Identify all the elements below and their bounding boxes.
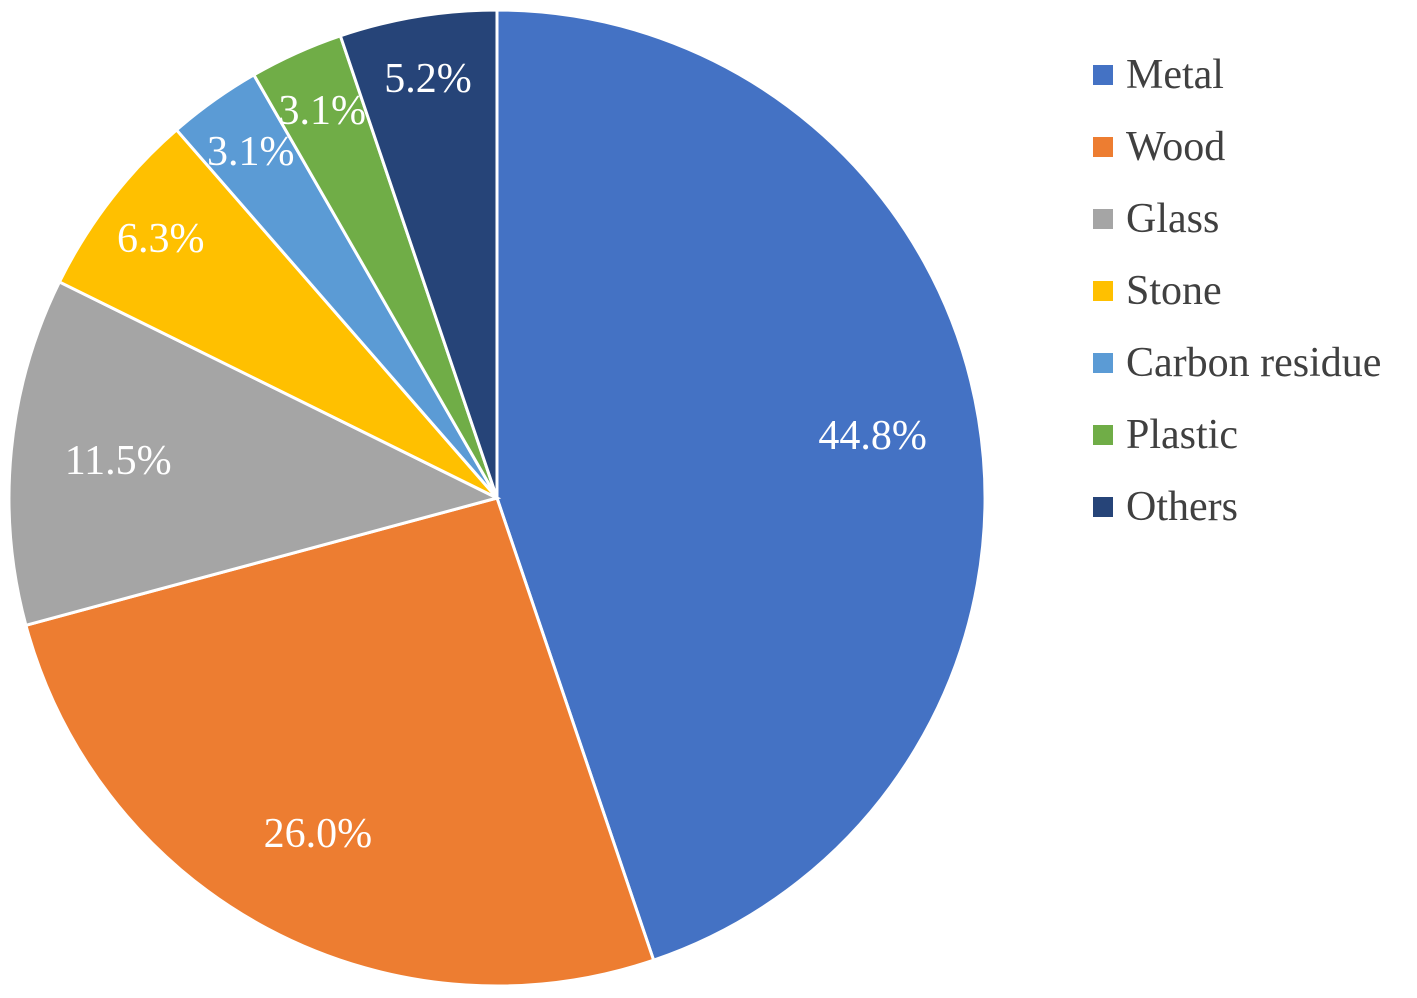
legend-swatch-wood <box>1093 137 1113 157</box>
legend-swatch-others <box>1093 497 1113 517</box>
pie-slice-metal <box>495 8 987 963</box>
data-label-plastic: 3.1% <box>279 88 367 134</box>
data-label-glass: 11.5% <box>65 438 172 484</box>
legend-label-others: Others <box>1126 484 1238 530</box>
data-label-wood: 26.0% <box>264 811 373 857</box>
legend-label-glass: Glass <box>1126 196 1219 242</box>
pie-slice-others <box>338 8 499 499</box>
legend-swatch-glass <box>1093 209 1113 229</box>
legend-swatch-stone <box>1093 281 1113 301</box>
pie-data-labels: 44.8%26.0%11.5%6.3%3.1%3.1%5.2% <box>65 56 927 857</box>
legend: Metal Wood Glass Stone Carbon residue Plastic… <box>1093 52 1381 530</box>
data-label-others: 5.2% <box>384 56 472 102</box>
legend-label-carbon-residue: Carbon residue <box>1126 340 1381 386</box>
legend-label-plastic: Plastic <box>1126 412 1238 458</box>
legend-swatch-carbon-residue <box>1093 353 1113 373</box>
pie-slice-wood <box>24 496 656 988</box>
data-label-stone: 6.3% <box>117 216 205 262</box>
data-label-carbon-residue: 3.1% <box>207 129 295 175</box>
legend-label-metal: Metal <box>1126 52 1224 98</box>
legend-swatch-metal <box>1093 65 1113 85</box>
pie-slices <box>7 8 987 988</box>
legend-swatch-plastic <box>1093 425 1113 445</box>
pie-slice-stone <box>57 127 499 500</box>
data-label-metal: 44.8% <box>818 413 927 459</box>
legend-label-stone: Stone <box>1126 268 1222 314</box>
legend-label-wood: Wood <box>1126 124 1225 170</box>
pie-slice-glass <box>7 279 502 628</box>
